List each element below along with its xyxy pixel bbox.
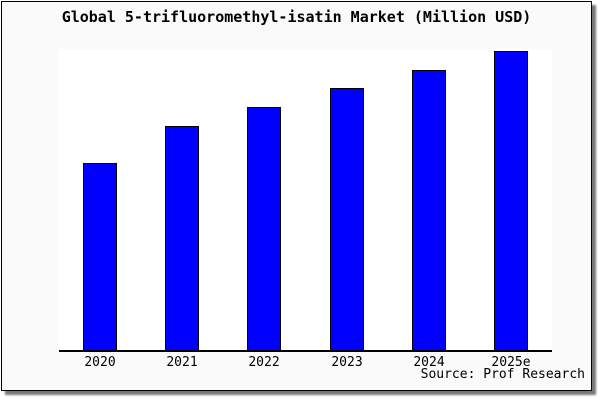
plot-area [59,49,552,350]
chart-frame: Global 5-trifluoromethyl-isatin Market (… [1,1,592,391]
bar-2021 [165,126,199,350]
x-axis-line [59,350,552,352]
chart-title: Global 5-trifluoromethyl-isatin Market (… [61,8,532,26]
x-tick-label-2020: 2020 [84,355,116,370]
source-credit: Source: Prof Research [420,367,585,382]
x-tick-label-2024: 2024 [413,355,445,370]
bar-2020 [83,163,117,350]
x-tick-label-2022: 2022 [248,355,280,370]
bar-2023 [330,88,364,350]
x-axis-labels: 2020 2021 2022 2023 2024 2025e [59,355,552,373]
x-tick-label-2023: 2023 [331,355,363,370]
bar-2025e [494,51,528,350]
bar-2024 [412,70,446,350]
bar-2022 [247,107,281,350]
x-tick-label-2025e: 2025e [491,355,531,370]
x-tick-label-2021: 2021 [166,355,198,370]
